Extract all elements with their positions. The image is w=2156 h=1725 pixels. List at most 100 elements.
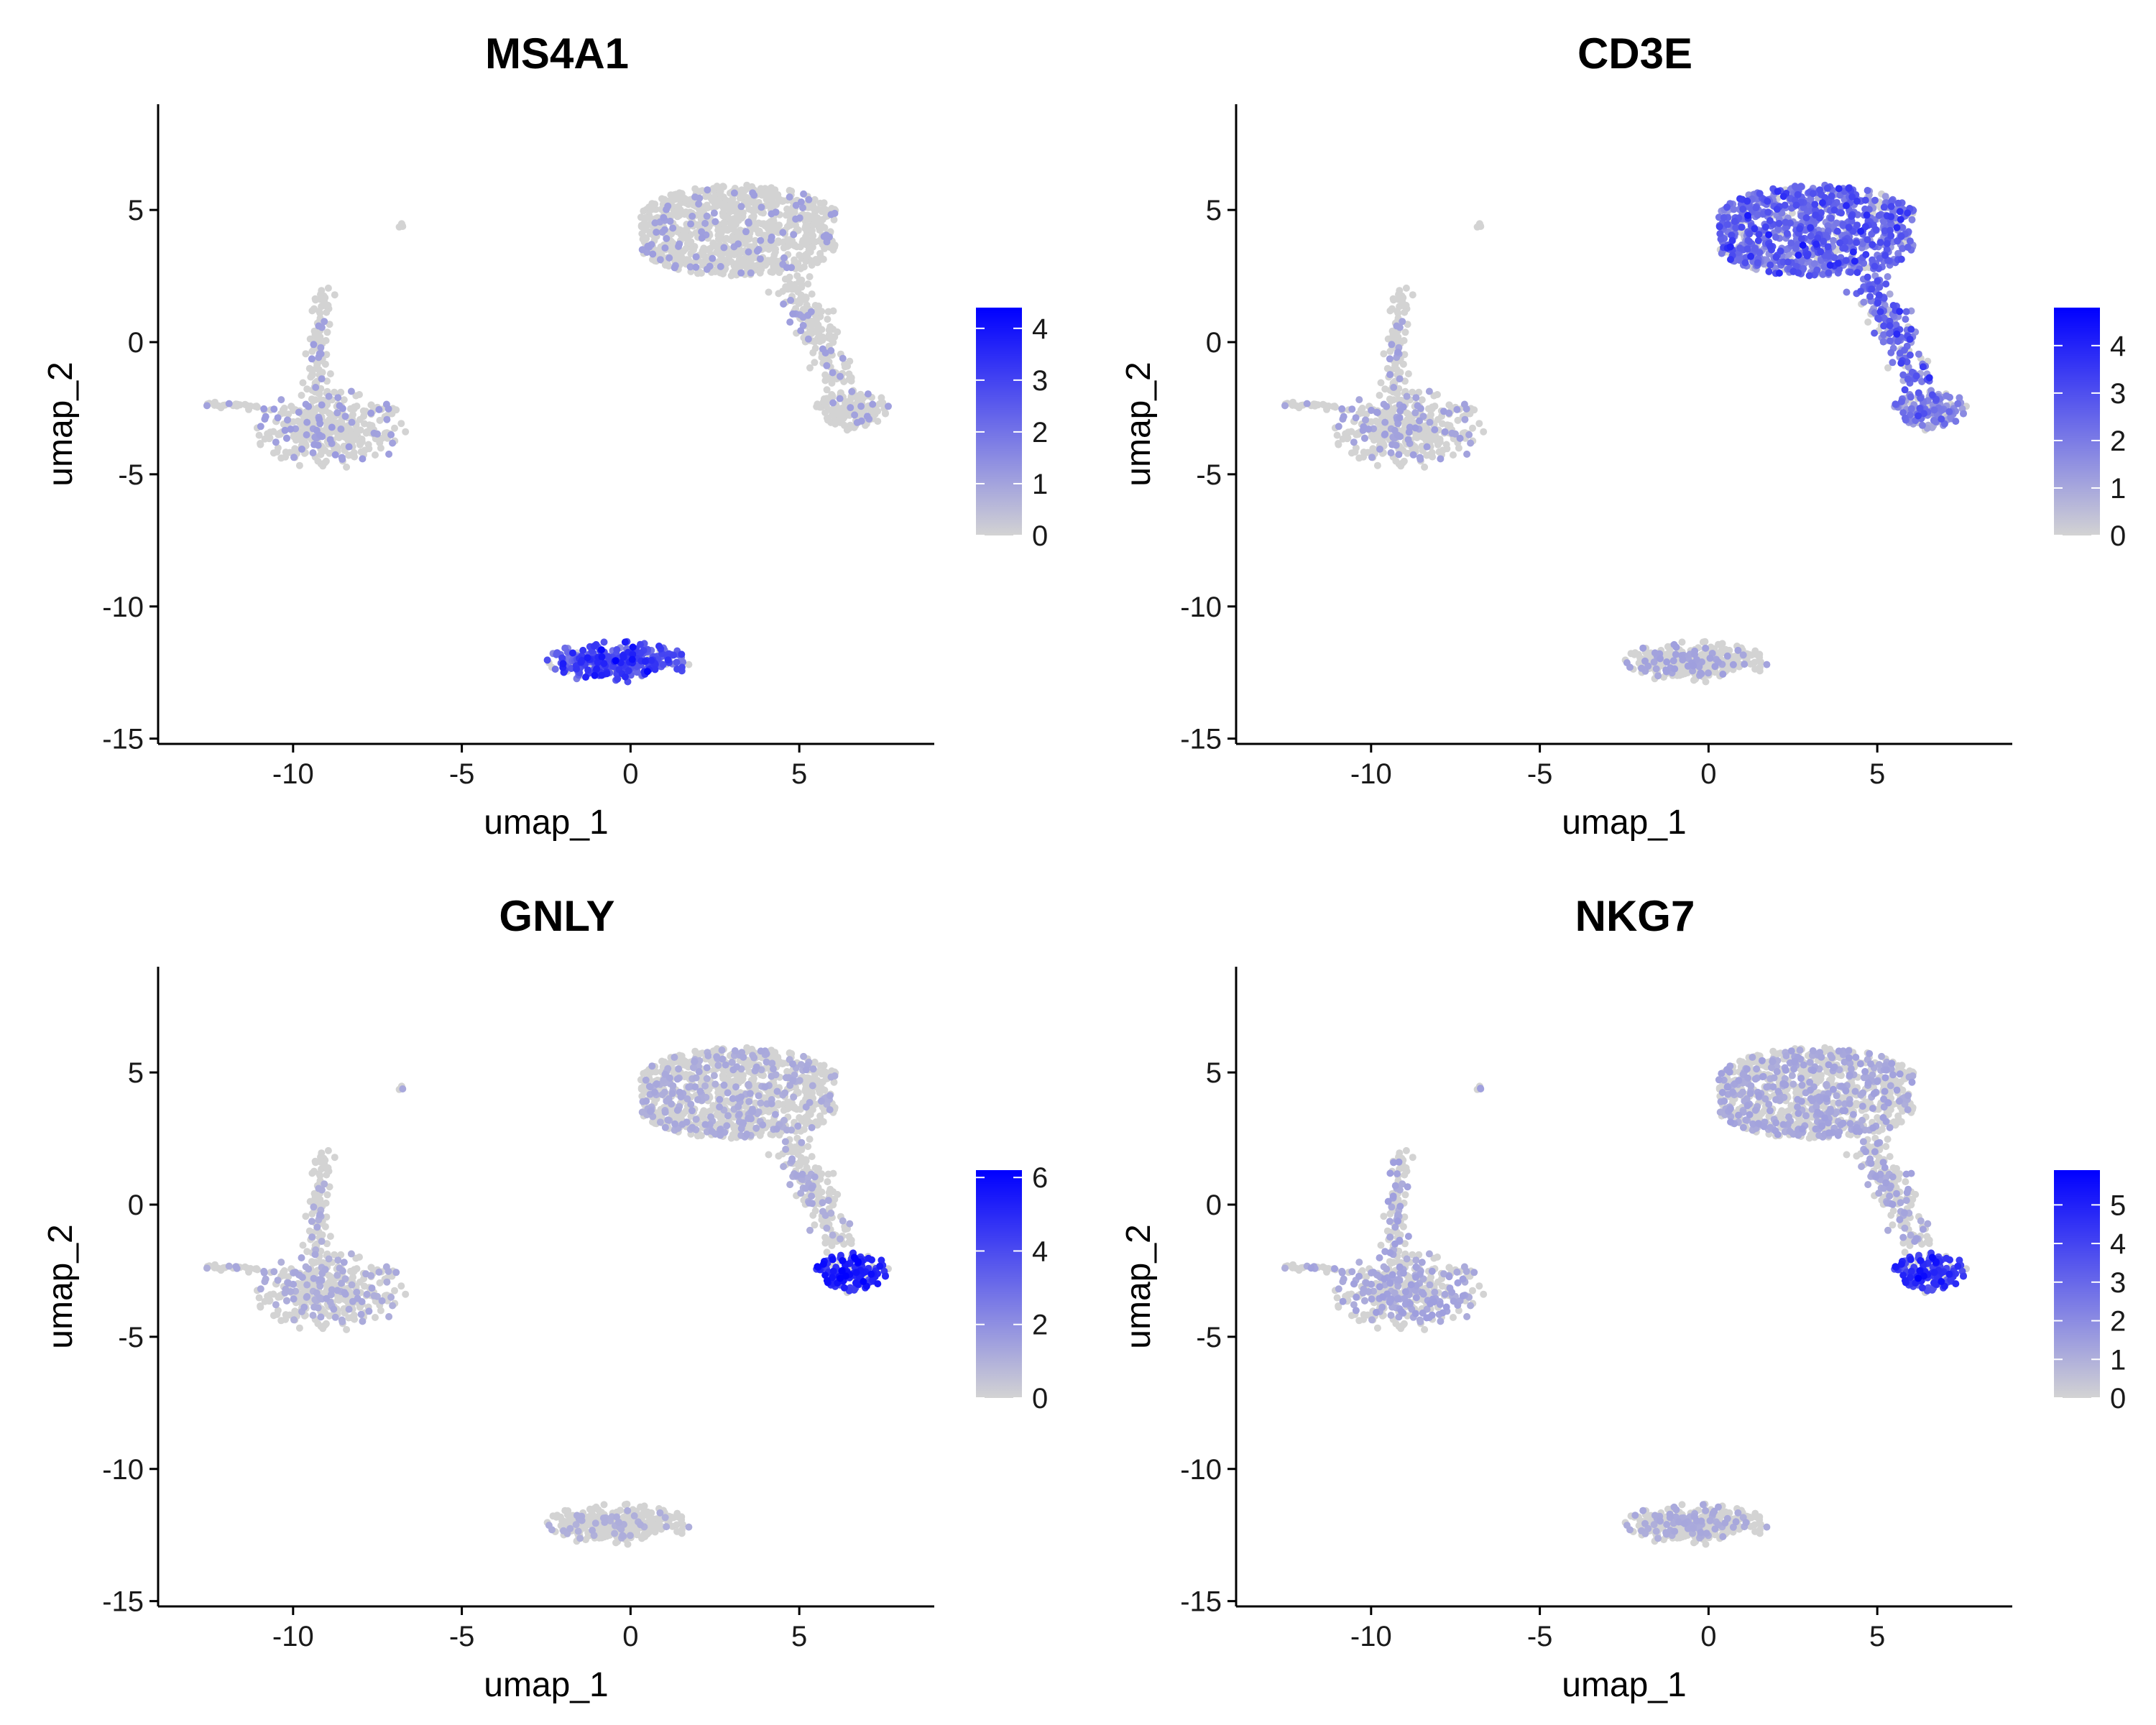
- cell-point: [1395, 451, 1403, 459]
- cell-point: [1400, 428, 1408, 436]
- cell-point: [1842, 257, 1850, 264]
- cell-point: [847, 404, 854, 412]
- cell-point: [1872, 226, 1880, 234]
- cell-point: [829, 407, 837, 415]
- cell-point: [819, 336, 826, 344]
- cell-point: [800, 1126, 808, 1133]
- cell-point: [1702, 678, 1710, 686]
- cell-point: [1352, 414, 1360, 422]
- cell-point: [796, 1105, 804, 1113]
- cell-point: [1756, 190, 1764, 198]
- cell-point: [1702, 644, 1710, 652]
- cell-point: [1415, 388, 1423, 396]
- cell-point: [757, 236, 765, 244]
- cell-point: [225, 400, 233, 408]
- cell-point: [1364, 448, 1372, 456]
- cell-point: [797, 327, 805, 335]
- cell-point: [334, 394, 342, 402]
- cell-point: [719, 249, 727, 257]
- cell-point: [1823, 184, 1831, 192]
- cell-point: [315, 322, 323, 330]
- cell-point: [690, 246, 697, 254]
- cell-point: [1899, 371, 1907, 379]
- cell-point: [1650, 658, 1658, 666]
- cell-point: [361, 446, 369, 454]
- cell-point: [732, 270, 740, 277]
- cell-point: [714, 1089, 722, 1097]
- cell-point: [1826, 262, 1834, 269]
- cell-point: [1807, 232, 1815, 240]
- cell-point: [737, 269, 745, 277]
- cell-point: [799, 305, 807, 313]
- cell-point: [346, 426, 354, 434]
- cell-point: [1871, 196, 1879, 204]
- cell-point: [1828, 192, 1835, 200]
- cell-point: [829, 369, 837, 377]
- cell-point: [823, 362, 831, 369]
- cell-point: [1893, 330, 1901, 338]
- cell-point: [857, 417, 865, 425]
- cell-point: [598, 646, 605, 654]
- cell-point: [612, 657, 619, 665]
- cell-point: [775, 290, 783, 298]
- cell-point: [1463, 450, 1471, 458]
- cell-point: [698, 228, 706, 236]
- cell-point: [1892, 400, 1899, 408]
- cell-point: [732, 1132, 740, 1140]
- cell-point: [274, 444, 282, 452]
- cell-point: [1897, 232, 1905, 240]
- cell-point: [1671, 665, 1679, 673]
- cell-point: [674, 204, 682, 212]
- cell-point: [780, 254, 788, 262]
- cell-point: [315, 350, 323, 358]
- cell-point: [717, 185, 725, 193]
- scatter-points: [203, 181, 892, 686]
- cell-point: [1732, 224, 1740, 231]
- cell-point: [804, 335, 812, 343]
- cell-point: [283, 434, 290, 442]
- cell-point: [1657, 655, 1664, 663]
- cell-point: [770, 263, 778, 271]
- cell-point: [241, 400, 249, 408]
- cell-point: [1437, 455, 1445, 463]
- cell-point: [591, 671, 599, 679]
- cell-point: [1403, 392, 1411, 400]
- cell-point: [1807, 224, 1815, 231]
- cell-point: [1897, 397, 1905, 405]
- cell-point: [686, 263, 694, 271]
- cell-point: [1853, 221, 1861, 229]
- cell-point: [1825, 269, 1833, 277]
- cell-point: [786, 1098, 793, 1106]
- cell-point: [622, 673, 629, 681]
- cell-point: [779, 229, 787, 236]
- color-bar: [976, 308, 1022, 535]
- cell-point: [1731, 218, 1738, 225]
- cell-point: [812, 256, 820, 263]
- cell-point: [665, 254, 673, 262]
- cell-point: [786, 193, 793, 201]
- cell-point: [709, 254, 717, 262]
- cell-point: [802, 257, 810, 265]
- cell-point: [1717, 235, 1725, 243]
- cell-point: [1783, 229, 1791, 237]
- cell-point: [1672, 643, 1680, 651]
- cell-point: [280, 409, 288, 417]
- cell-point: [818, 1170, 826, 1178]
- cell-point: [1386, 347, 1394, 355]
- cell-point: [1691, 647, 1699, 655]
- cell-point: [1818, 199, 1826, 207]
- legend-tick-label: 1: [1032, 469, 1048, 500]
- cell-point: [284, 416, 291, 424]
- cell-point: [1803, 252, 1811, 259]
- cell-point: [843, 426, 851, 434]
- cell-point: [821, 1239, 829, 1247]
- cell-point: [1736, 195, 1743, 203]
- cell-point: [328, 423, 336, 431]
- cell-point: [1383, 411, 1391, 419]
- cell-point: [822, 231, 830, 239]
- cell-point: [1456, 434, 1464, 442]
- cell-point: [334, 431, 342, 439]
- cell-point: [1376, 445, 1383, 453]
- cell-point: [1426, 418, 1434, 426]
